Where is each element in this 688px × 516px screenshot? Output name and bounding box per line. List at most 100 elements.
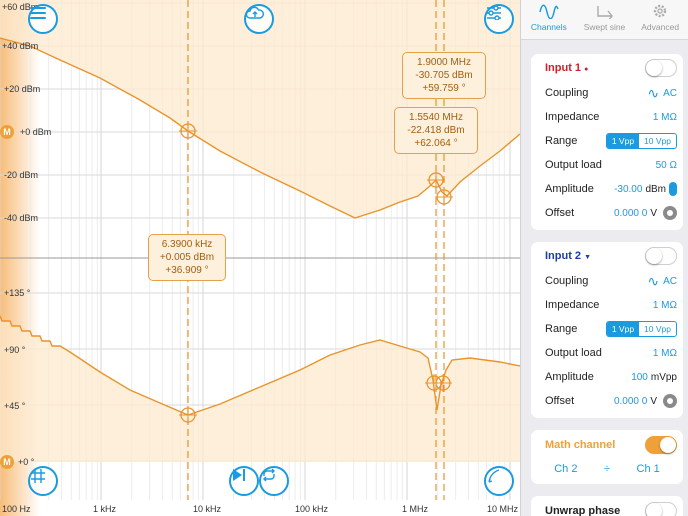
offset-settings-icon[interactable]	[663, 394, 677, 408]
amplitude-slider-thumb[interactable]	[669, 182, 677, 196]
cursor-readout[interactable]: 1.5540 MHz -22.418 dBm +62.064 °	[394, 107, 478, 154]
input1-offset-row[interactable]: Offset 0.000 0 V	[531, 201, 683, 225]
readout-magnitude: +0.005 dBm	[159, 252, 215, 263]
mag-tick-label: -40 dBm	[4, 213, 39, 223]
repeat-sweep-button[interactable]	[259, 466, 289, 496]
input2-header: Input 2 ▼	[531, 244, 683, 268]
unwrap-row: Unwrap phase	[531, 499, 683, 516]
amplitude-value[interactable]: -30.00	[614, 183, 643, 195]
readout-phase: +59.759 °	[422, 83, 466, 94]
mag-tick-label: +40 dBm	[2, 41, 39, 51]
impedance-label: Impedance	[545, 299, 600, 311]
range-option-10vpp[interactable]: 10 Vpp	[644, 324, 671, 334]
mag-tick-label: -20 dBm	[4, 170, 39, 180]
input2-enable-toggle[interactable]	[645, 247, 677, 265]
amplitude-unit: mVpp	[650, 371, 677, 383]
impedance-label: Impedance	[545, 111, 600, 123]
offset-unit: V	[650, 395, 657, 407]
output-load-value: 1 MΩ	[652, 347, 677, 359]
input2-amplitude-row[interactable]: Amplitude 100 mVpp	[531, 365, 683, 389]
unwrap-enable-toggle[interactable]	[645, 502, 677, 516]
freq-tick-label: 1 kHz	[93, 504, 117, 514]
offset-value[interactable]: 0.000 0	[613, 395, 648, 407]
offset-label: Offset	[545, 395, 575, 407]
phase-trace	[0, 315, 520, 416]
cloud-upload-icon	[246, 6, 264, 19]
input1-output-load-row[interactable]: Output load 50 Ω	[531, 153, 683, 177]
readout-frequency: 6.3900 kHz	[161, 239, 213, 250]
cursor-readout[interactable]: 1.9000 MHz -30.705 dBm +59.759 °	[402, 52, 486, 99]
tab-advanced[interactable]: Advanced	[632, 0, 688, 39]
math-marker-badge[interactable]: M	[0, 455, 14, 469]
input2-card: Input 2 ▼ Coupling ∿ AC Impedance 1 MΩ R…	[531, 242, 683, 418]
coupling-label: Coupling	[545, 87, 589, 99]
impedance-value: 1 MΩ	[652, 111, 677, 123]
math-operator[interactable]: ÷	[603, 463, 611, 475]
range-option-10vpp[interactable]: 10 Vpp	[644, 136, 671, 146]
input1-impedance-row[interactable]: Impedance 1 MΩ	[531, 105, 683, 129]
output-load-value: 50 Ω	[655, 159, 677, 171]
input2-title: Input 2 ▼	[545, 250, 592, 262]
gear-icon	[653, 4, 667, 18]
range-option-1vpp[interactable]: 1 Vpp	[606, 134, 640, 148]
offset-value[interactable]: 0.000 0	[613, 207, 648, 219]
offset-label: Offset	[545, 207, 575, 219]
input2-output-load-row[interactable]: Output load 1 MΩ	[531, 341, 683, 365]
offset-settings-icon[interactable]	[663, 206, 677, 220]
tab-channels[interactable]: Channels	[521, 0, 577, 39]
tab-label: Advanced	[641, 22, 680, 32]
math-left-operand[interactable]: Ch 2	[554, 463, 578, 475]
coupling-value: AC	[663, 275, 677, 287]
tab-swept-sine[interactable]: Swept sine	[577, 0, 633, 39]
freq-tick-label: 10 kHz	[193, 504, 222, 514]
hamburger-icon	[30, 7, 46, 19]
input1-amplitude-row[interactable]: Amplitude -30.00 dBm	[531, 177, 683, 201]
crosshair-icon	[179, 406, 197, 424]
input2-coupling-row[interactable]: Coupling ∿ AC	[531, 269, 683, 293]
math-title: Math channel	[545, 439, 616, 451]
run-single-button[interactable]	[229, 466, 259, 496]
readout-magnitude: -30.705 dBm	[415, 70, 473, 81]
range-label: Range	[545, 135, 578, 147]
amplitude-value[interactable]: 100	[631, 371, 648, 383]
mag-tick-label: +20 dBm	[4, 84, 41, 94]
amplitude-label: Amplitude	[545, 371, 594, 383]
math-right-operand[interactable]: Ch 1	[636, 463, 660, 475]
mag-tick-label: +0 dBm	[20, 127, 52, 137]
input2-range-row: Range 1 Vpp 10 Vpp	[531, 317, 683, 341]
magnitude-trace	[0, 37, 520, 219]
crosshair-icon	[427, 171, 445, 189]
phase-tick-label: +45 °	[4, 401, 26, 411]
input2-impedance-row[interactable]: Impedance 1 MΩ	[531, 293, 683, 317]
impedance-value: 1 MΩ	[652, 299, 677, 311]
range-option-1vpp[interactable]: 1 Vpp	[606, 322, 640, 336]
math-enable-toggle[interactable]	[645, 436, 677, 454]
coupling-label: Coupling	[545, 275, 589, 287]
waveform-icon	[539, 4, 559, 19]
sweep-arrow-icon	[596, 6, 613, 19]
grid-toggle-button[interactable]	[28, 466, 58, 496]
input1-coupling-row[interactable]: Coupling ∿ AC	[531, 81, 683, 105]
menu-button[interactable]	[28, 4, 58, 34]
input1-range-row: Range 1 Vpp 10 Vpp	[531, 129, 683, 153]
math-marker-badge[interactable]: M	[0, 125, 14, 139]
readout-phase: +62.064 °	[414, 138, 458, 149]
unwrap-phase-card: Unwrap phase	[531, 496, 683, 516]
range-segmented-control: 1 Vpp 10 Vpp	[605, 133, 677, 149]
range-label: Range	[545, 323, 578, 335]
measurement-tool-button[interactable]	[484, 466, 514, 496]
settings-sliders-button[interactable]	[484, 4, 514, 34]
output-load-label: Output load	[545, 159, 602, 171]
cursor-readout[interactable]: 6.3900 kHz +0.005 dBm +36.909 °	[148, 234, 226, 281]
freq-tick-label: 1 MHz	[402, 504, 429, 514]
bode-plot[interactable]: +60 dBm +40 dBm +20 dBm +0 dBm -20 dBm -…	[0, 0, 520, 516]
input2-offset-row[interactable]: Offset 0.000 0 V	[531, 389, 683, 413]
input1-enable-toggle[interactable]	[645, 59, 677, 77]
probe-icon	[488, 469, 500, 483]
math-expression-row[interactable]: Ch 2 ÷ Ch 1	[531, 457, 683, 481]
mag-tick-label: +60 dBm	[2, 2, 39, 12]
freq-tick-label: 100 Hz	[2, 504, 31, 514]
cloud-upload-button[interactable]	[244, 4, 274, 34]
sliders-icon	[487, 6, 501, 20]
readout-frequency: 1.9000 MHz	[417, 57, 471, 68]
